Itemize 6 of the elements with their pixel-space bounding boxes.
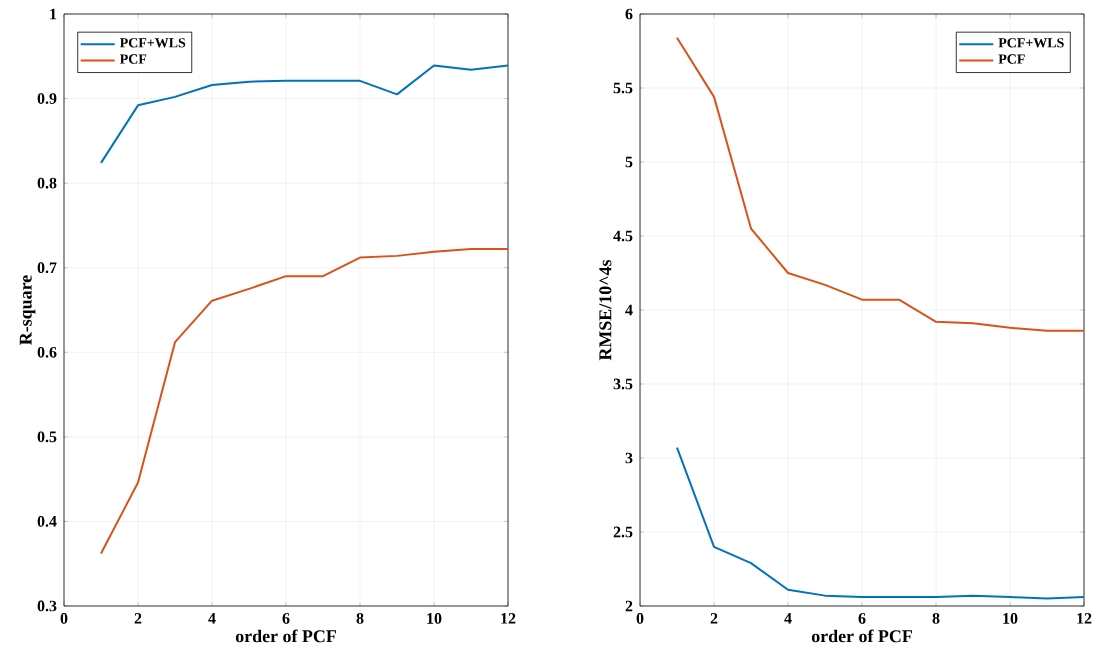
x-axis-title: order of PCF <box>235 629 336 643</box>
line-series <box>100 248 509 555</box>
y-axis-title: RMSE/10^4s <box>599 259 612 361</box>
x-axis-title: order of PCF <box>811 629 912 643</box>
y-axis-title: R-square <box>19 275 36 345</box>
line-series <box>676 36 1085 332</box>
